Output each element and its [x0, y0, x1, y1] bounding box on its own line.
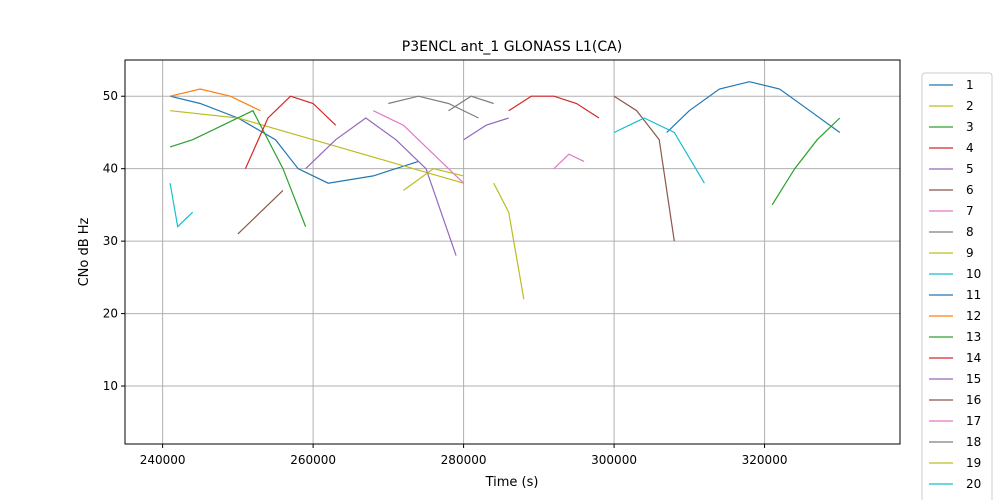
- y-tick-label: 40: [103, 162, 118, 176]
- x-tick-label: 300000: [591, 453, 637, 467]
- series-line-16: [613, 95, 675, 242]
- legend-label: 14: [966, 351, 981, 365]
- series-line-13: [771, 117, 841, 206]
- legend-label: 4: [966, 141, 974, 155]
- legend-label: 12: [966, 309, 981, 323]
- legend-label: 13: [966, 330, 981, 344]
- legend-label: 7: [966, 204, 974, 218]
- plot-frame: [124, 59, 901, 445]
- y-tick-label: 20: [103, 307, 118, 321]
- series-line-17: [553, 153, 585, 170]
- legend-label: 1: [966, 78, 974, 92]
- legend-label: 8: [966, 225, 974, 239]
- x-tick-label: 320000: [742, 453, 788, 467]
- series-line-10: [169, 183, 194, 228]
- series-line-6: [237, 189, 284, 235]
- series-line-18: [448, 95, 494, 112]
- grid: [125, 60, 900, 444]
- y-tick-label: 50: [103, 89, 118, 103]
- series-line-3: [169, 109, 307, 227]
- legend-label: 19: [966, 456, 981, 470]
- legend-label: 2: [966, 99, 974, 113]
- legend-box: [921, 72, 993, 504]
- series-line-20: [613, 117, 705, 184]
- series-line-19: [403, 168, 464, 191]
- series-line-8: [388, 95, 479, 119]
- axes: 240000 260000 280000 300000 320000 10 20 30 40 50: [103, 89, 788, 467]
- y-tick-label: 30: [103, 234, 118, 248]
- series-line-12: [169, 88, 261, 112]
- series-line-4: [244, 95, 337, 169]
- legend-label: 20: [966, 477, 981, 491]
- x-axis-label: Time (s): [485, 475, 539, 490]
- x-tick-label: 260000: [290, 453, 336, 467]
- x-tick-label: 240000: [140, 453, 186, 467]
- y-axis-label: CNo dB Hz: [77, 217, 92, 286]
- legend-label: 17: [966, 414, 981, 428]
- series-line-14: [508, 95, 600, 119]
- x-tick-label: 280000: [441, 453, 487, 467]
- legend-label: 3: [966, 120, 974, 134]
- legend-label: 15: [966, 372, 981, 386]
- y-tick-label: 10: [103, 379, 118, 393]
- series-line-11: [666, 81, 841, 133]
- legend-label: 11: [966, 288, 981, 302]
- legend-label: 9: [966, 246, 974, 260]
- series-layer: [169, 81, 841, 300]
- series-line-1: [169, 95, 419, 184]
- series-line-5: [305, 117, 457, 256]
- series-line-2: [170, 110, 464, 184]
- legend-label: 18: [966, 435, 981, 449]
- legend-label: 10: [966, 267, 981, 281]
- legend-label: 5: [966, 162, 974, 176]
- series-line-9: [493, 182, 525, 300]
- legend-label: 16: [966, 393, 981, 407]
- series-line-7: [373, 110, 465, 184]
- series-line-15: [463, 117, 509, 141]
- legend-label: 6: [966, 183, 974, 197]
- chart-title: P3ENCL ant_1 GLONASS L1(CA): [402, 39, 622, 55]
